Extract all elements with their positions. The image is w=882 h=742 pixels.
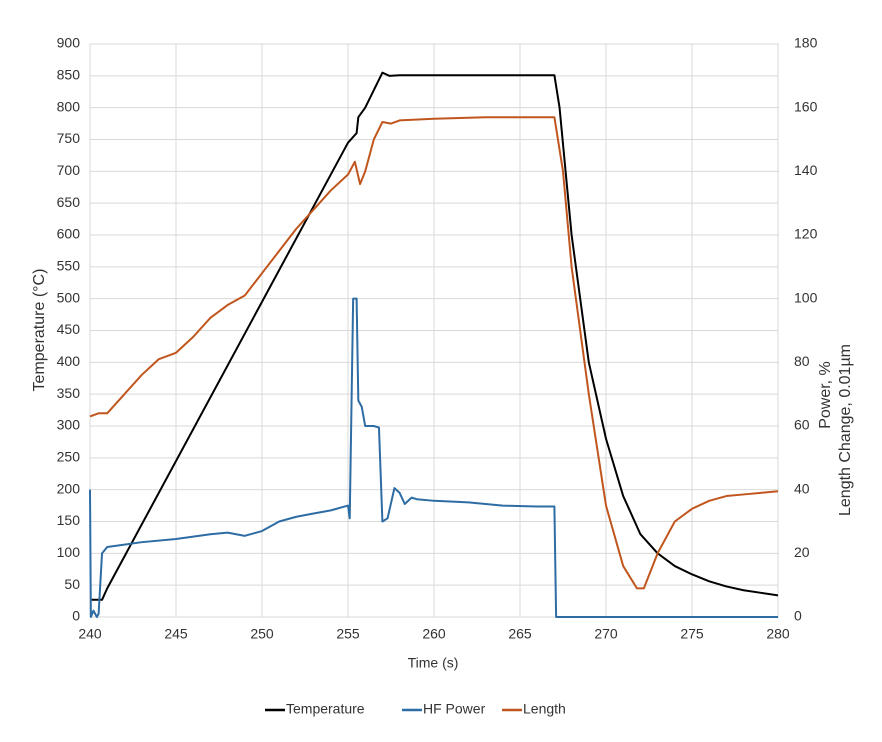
series-line: [89, 116, 779, 590]
x-tick-label: 270: [594, 626, 618, 642]
series-line: [89, 297, 778, 618]
x-tick-label: 255: [336, 626, 360, 642]
y2-tick-label: 80: [794, 353, 810, 369]
y2-tick-label: 0: [794, 608, 802, 624]
x-tick-label: 265: [508, 626, 532, 642]
y-tick-label: 50: [64, 576, 80, 592]
y-tick-label: 450: [57, 321, 81, 337]
y2-tick-label: 180: [794, 35, 818, 51]
y-axis-title: Temperature (°C): [31, 269, 48, 392]
y-tick-label: 350: [57, 385, 81, 401]
legend-label: HF Power: [423, 701, 486, 717]
y-tick-label: 850: [57, 67, 81, 83]
y-tick-label: 650: [57, 194, 81, 210]
legend-label: Temperature: [286, 701, 365, 717]
y-tick-label: 0: [72, 608, 80, 624]
y-tick-label: 200: [57, 480, 81, 496]
y-tick-label: 900: [57, 35, 81, 51]
y2-tick-label: 40: [794, 480, 810, 496]
y2-tick-label: 160: [794, 98, 818, 114]
x-tick-label: 250: [250, 626, 274, 642]
y-tick-label: 800: [57, 98, 81, 114]
y2-tick-label: 100: [794, 289, 818, 305]
y2-tick-label: 20: [794, 544, 810, 560]
x-tick-label: 260: [422, 626, 446, 642]
x-axis-title: Time (s): [408, 655, 459, 671]
y2-axis-title: Length Change, 0.01µm: [837, 344, 854, 516]
x-tick-label: 280: [766, 626, 790, 642]
x-tick-label: 240: [78, 626, 102, 642]
x-tick-label: 275: [680, 626, 704, 642]
y-tick-label: 250: [57, 449, 81, 465]
y-tick-label: 400: [57, 353, 81, 369]
y-tick-label: 700: [57, 162, 81, 178]
series-line: [90, 71, 779, 601]
y2-axis-title: Power, %: [817, 361, 834, 429]
y-tick-label: 600: [57, 226, 81, 242]
legend-label: Length: [523, 701, 566, 717]
y2-tick-label: 60: [794, 417, 810, 433]
y2-tick-label: 120: [794, 226, 818, 242]
y-tick-label: 750: [57, 130, 81, 146]
y-tick-label: 500: [57, 289, 81, 305]
y-tick-label: 300: [57, 417, 81, 433]
y-tick-label: 550: [57, 258, 81, 274]
y-tick-label: 150: [57, 512, 81, 528]
y2-tick-label: 140: [794, 162, 818, 178]
x-tick-label: 245: [164, 626, 188, 642]
y-tick-label: 100: [57, 544, 81, 560]
